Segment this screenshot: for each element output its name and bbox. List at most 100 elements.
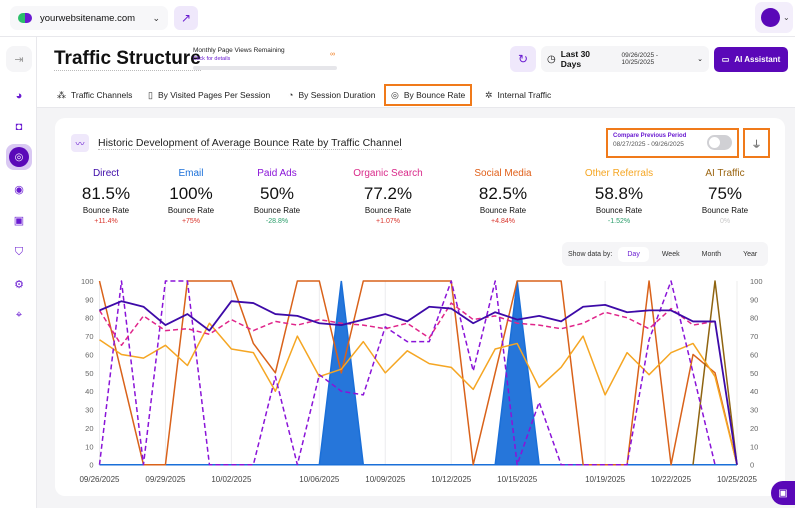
tab-session-duration[interactable]: ◔ By Session Duration	[283, 84, 380, 106]
change-value: 0%	[719, 218, 731, 225]
option-year[interactable]: Year	[743, 250, 758, 258]
channel-name: Organic Search	[353, 168, 423, 179]
avatar	[761, 8, 780, 27]
external-link-button[interactable]: ↗	[174, 6, 198, 30]
ai-assistant-button[interactable]: ▭ AI Assistant	[714, 47, 788, 72]
channel-name: Email	[178, 168, 204, 179]
filter-icon: ⏚	[751, 139, 762, 151]
chart-icon[interactable]: 〰	[71, 134, 89, 152]
sidebar-item-security[interactable]: ⛉	[6, 239, 32, 265]
tab-internal-traffic[interactable]: ✲ Internal Traffic	[480, 84, 556, 106]
y-tick-label-left: 50	[85, 369, 93, 378]
page-title: Traffic Structure	[54, 48, 201, 71]
compare-toggle[interactable]	[707, 135, 732, 150]
collapse-sidebar-button[interactable]: ⇥	[6, 46, 32, 72]
show-data-by: Show data by: Day Week Month Year	[562, 242, 768, 266]
bounce-rate-label: Bounce Rate	[479, 206, 527, 215]
clock-icon: ◷	[547, 53, 556, 65]
option-day[interactable]: Day	[618, 246, 649, 262]
stat-paid-ads: Paid Ads 50% Bounce Rate -28.8%	[222, 168, 332, 225]
tab-traffic-channels[interactable]: ⁂ Traffic Channels	[52, 84, 137, 106]
series-paid-ads-line	[98, 280, 716, 466]
bounce-rate-label: Bounce Rate	[364, 206, 412, 215]
bounce-rate-chart: 09/26/2025 09/29/2025 10/02/2025 10/06/2025…	[79, 277, 763, 484]
page-views-details-link[interactable]: Click for details	[193, 56, 231, 62]
site-selector[interactable]: yourwebsitename.com ⌄	[10, 6, 168, 30]
tab-label: By Session Duration	[298, 90, 376, 100]
stat-email: Email 100% Bounce Rate +75%	[136, 168, 246, 225]
chevron-down-icon: ⌄	[697, 56, 703, 63]
bounce-rate-label: Bounce Rate	[595, 206, 643, 215]
sidebar: ⇥ ◕ ◘ ◎ ◉ ▣ ⛉ ⚙ ⌖	[0, 37, 37, 508]
filter-button[interactable]: ⏚	[743, 128, 770, 158]
traffic-icon: ◎	[9, 147, 29, 167]
bounce-rate-label: Bounce Rate	[167, 206, 215, 215]
series-other-referrals-line	[99, 322, 738, 465]
y-tick-label-left: 10	[85, 442, 93, 451]
sidebar-item-traffic[interactable]: ◎	[6, 144, 32, 170]
chevron-down-icon: ⌄	[783, 13, 790, 22]
bounce-rate-value: 100%	[169, 184, 213, 203]
change-value: +4.84%	[491, 218, 515, 225]
user-menu[interactable]: ⌄	[755, 2, 793, 33]
y-tick-label-left: 80	[85, 314, 93, 323]
channel-name: Other Referrals	[584, 168, 654, 179]
sidebar-item-dashboard[interactable]: ◕	[6, 83, 32, 109]
date-range-picker[interactable]: ◷ Last 30 Days 09/26/2025 - 10/25/2025 ⌄	[541, 46, 709, 72]
y-tick-label-right: 100	[750, 277, 763, 286]
bounce-rate-label: Bounce Rate	[82, 206, 130, 215]
y-tick-label-right: 0	[750, 461, 754, 470]
bounce-rate-card	[55, 118, 785, 496]
y-tick-label-left: 0	[89, 461, 93, 470]
y-tick-label-left: 40	[85, 387, 93, 396]
tab-bounce-rate[interactable]: ◎ By Bounce Rate	[384, 84, 473, 106]
ai-assistant-label: AI Assistant	[734, 55, 781, 64]
show-data-by-label: Show data by:	[568, 250, 613, 258]
bounce-rate-value: 81.5%	[81, 184, 131, 203]
chat-support-button[interactable]: ▣	[771, 481, 795, 505]
gear-icon: ⚙	[14, 278, 24, 291]
target-icon: ◉	[14, 183, 24, 196]
y-tick-label-left: 60	[85, 350, 93, 359]
bounce-rate-value: 82.5%	[478, 184, 528, 203]
refresh-button[interactable]: ↻	[510, 46, 536, 72]
arrow-right-icon: ⇥	[14, 53, 24, 66]
pie-chart-icon: ◕	[15, 90, 23, 102]
x-tick-label: 09/26/2025	[79, 475, 120, 484]
x-tick-label: 10/25/2025	[717, 475, 758, 484]
bag-icon: ◘	[15, 121, 23, 133]
option-month[interactable]: Month	[701, 250, 722, 258]
page-views-widget[interactable]: Monthly Page Views Remaining Click for d…	[193, 47, 337, 70]
tab-label: By Bounce Rate	[403, 90, 466, 100]
y-tick-label-right: 30	[750, 406, 758, 415]
sidebar-item-location[interactable]: ⌖	[6, 302, 32, 328]
date-range-label: Last 30 Days	[560, 49, 591, 69]
y-tick-label-right: 20	[750, 424, 758, 433]
change-value: -28.8%	[265, 218, 289, 225]
bounce-rate-value: 50%	[259, 184, 295, 203]
refresh-icon: ↻	[517, 52, 529, 66]
y-tick-label-right: 60	[750, 350, 758, 359]
stat-other-referrals: Other Referrals 58.8% Bounce Rate -1.52%	[564, 168, 674, 225]
y-tick-label-left: 90	[85, 295, 93, 304]
page-views-label: Monthly Page Views Remaining	[193, 47, 285, 54]
internal-icon: ✲	[485, 89, 493, 100]
sidebar-item-settings[interactable]: ⚙	[6, 271, 32, 297]
tab-visited-pages[interactable]: ▯ By Visited Pages Per Session	[143, 84, 275, 106]
location-icon: ⌖	[15, 308, 23, 321]
sidebar-item-focus[interactable]: ◉	[6, 176, 32, 202]
sidebar-item-messages[interactable]: ▣	[6, 207, 32, 233]
stat-direct: Direct 81.5% Bounce Rate +11.4%	[51, 168, 161, 225]
x-tick-label: 09/29/2025	[145, 475, 186, 484]
bounce-icon: ◎	[391, 89, 399, 100]
channel-name: AI Traffic	[705, 168, 745, 179]
sidebar-item-shop[interactable]: ◘	[6, 114, 32, 140]
card-title: Historic Development of Average Bounce R…	[98, 137, 402, 150]
y-tick-label-right: 70	[750, 332, 758, 341]
compare-previous-period[interactable]: Compare Previous Period 08/27/2025 - 09/…	[606, 128, 739, 158]
bounce-rate-value: 58.8%	[594, 184, 644, 203]
y-tick-label-left: 30	[85, 406, 93, 415]
y-tick-label-right: 40	[750, 387, 758, 396]
change-value: +1.07%	[376, 218, 400, 225]
option-week[interactable]: Week	[661, 250, 680, 258]
